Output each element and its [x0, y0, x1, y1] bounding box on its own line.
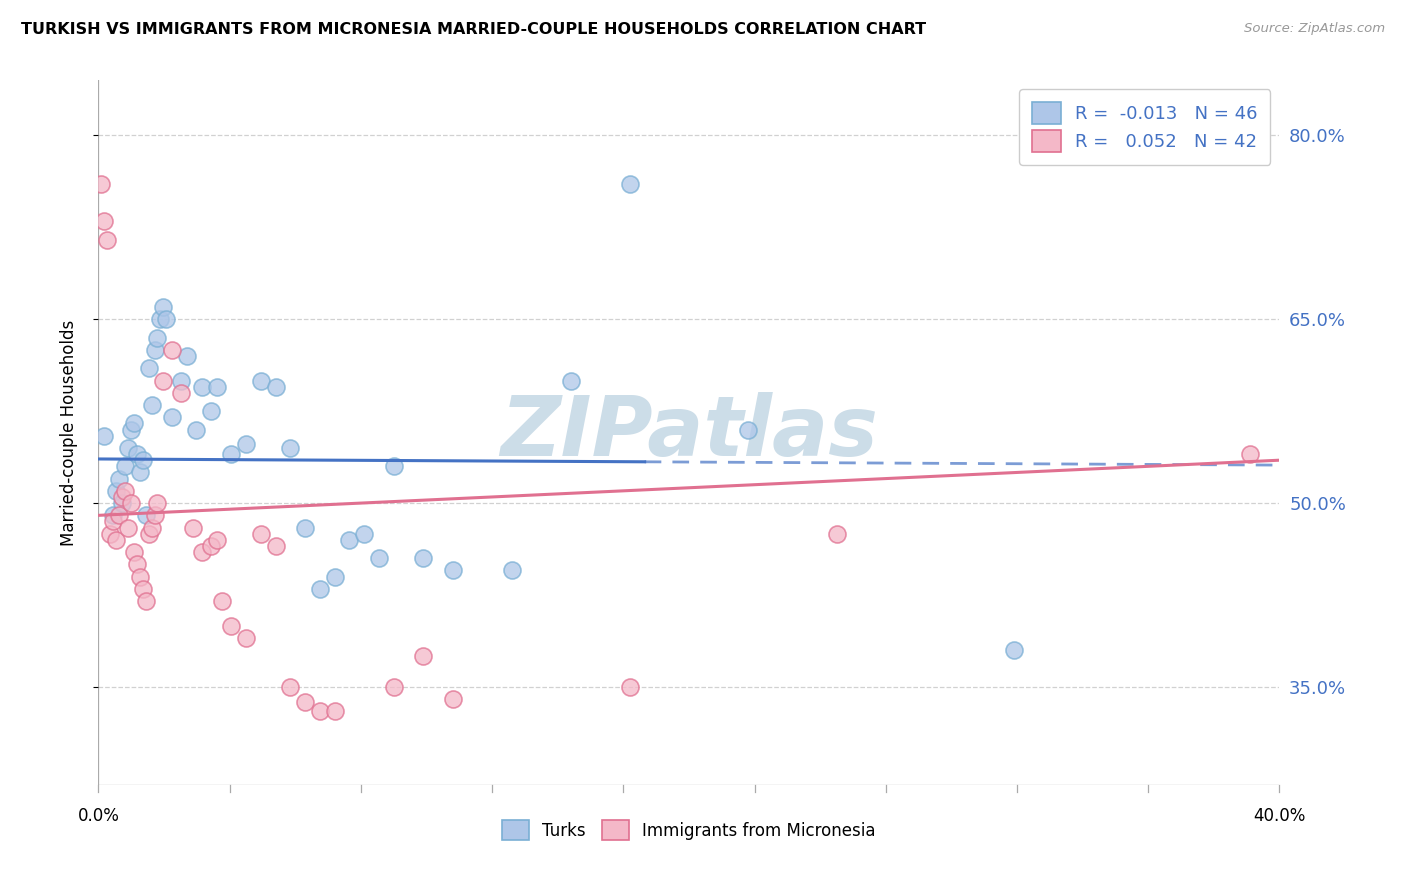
- Point: [200, 539, 222, 553]
- Point: [146, 496, 169, 510]
- Point: [98, 526, 121, 541]
- Point: [339, 533, 361, 547]
- Point: [93, 214, 115, 228]
- Point: [294, 520, 316, 534]
- Point: [132, 453, 155, 467]
- Point: [221, 618, 243, 632]
- Point: [737, 423, 759, 437]
- Point: [235, 437, 257, 451]
- Point: [412, 649, 434, 664]
- Point: [128, 569, 150, 583]
- Point: [368, 551, 391, 566]
- Point: [93, 428, 115, 442]
- Point: [560, 374, 582, 388]
- Point: [205, 379, 228, 393]
- Point: [211, 594, 233, 608]
- Point: [235, 631, 257, 645]
- Text: TURKISH VS IMMIGRANTS FROM MICRONESIA MARRIED-COUPLE HOUSEHOLDS CORRELATION CHAR: TURKISH VS IMMIGRANTS FROM MICRONESIA MA…: [21, 22, 927, 37]
- Point: [619, 680, 641, 694]
- Point: [1002, 643, 1025, 657]
- Point: [382, 680, 405, 694]
- Point: [114, 483, 136, 498]
- Point: [105, 483, 128, 498]
- Legend: Turks, Immigrants from Micronesia: Turks, Immigrants from Micronesia: [495, 814, 883, 847]
- Point: [280, 441, 302, 455]
- Point: [120, 423, 142, 437]
- Point: [138, 361, 160, 376]
- Point: [125, 558, 148, 572]
- Point: [90, 178, 112, 192]
- Point: [221, 447, 243, 461]
- Point: [382, 459, 405, 474]
- Point: [122, 417, 145, 431]
- Point: [264, 379, 287, 393]
- Text: ZIPatlas: ZIPatlas: [501, 392, 877, 473]
- Point: [353, 526, 375, 541]
- Point: [184, 423, 207, 437]
- Point: [280, 680, 302, 694]
- Point: [143, 508, 166, 523]
- Point: [170, 374, 193, 388]
- Point: [264, 539, 287, 553]
- Point: [1239, 447, 1261, 461]
- Point: [200, 404, 222, 418]
- Point: [825, 526, 848, 541]
- Point: [128, 466, 150, 480]
- Point: [108, 472, 131, 486]
- Text: 0.0%: 0.0%: [77, 807, 120, 825]
- Point: [141, 398, 163, 412]
- Point: [111, 490, 134, 504]
- Point: [122, 545, 145, 559]
- Point: [309, 705, 332, 719]
- Point: [412, 551, 434, 566]
- Point: [250, 526, 273, 541]
- Point: [162, 410, 183, 425]
- Point: [191, 379, 214, 393]
- Point: [441, 692, 464, 706]
- Text: 40.0%: 40.0%: [1253, 807, 1306, 825]
- Point: [170, 385, 193, 400]
- Point: [323, 569, 346, 583]
- Point: [294, 695, 316, 709]
- Point: [108, 508, 131, 523]
- Point: [114, 459, 136, 474]
- Point: [103, 515, 125, 529]
- Point: [96, 233, 118, 247]
- Point: [135, 508, 157, 523]
- Point: [309, 582, 332, 596]
- Point: [135, 594, 157, 608]
- Point: [138, 526, 160, 541]
- Point: [105, 533, 128, 547]
- Point: [141, 520, 163, 534]
- Point: [441, 564, 464, 578]
- Point: [191, 545, 214, 559]
- Point: [619, 178, 641, 192]
- Text: Source: ZipAtlas.com: Source: ZipAtlas.com: [1244, 22, 1385, 36]
- Point: [132, 582, 155, 596]
- Point: [111, 496, 134, 510]
- Point: [176, 349, 198, 363]
- Point: [152, 374, 174, 388]
- Point: [117, 520, 139, 534]
- Point: [120, 496, 142, 510]
- Point: [323, 705, 346, 719]
- Point: [103, 508, 125, 523]
- Point: [250, 374, 273, 388]
- Point: [149, 312, 172, 326]
- Point: [162, 343, 183, 357]
- Point: [205, 533, 228, 547]
- Point: [501, 564, 523, 578]
- Point: [125, 447, 148, 461]
- Point: [146, 331, 169, 345]
- Point: [181, 520, 204, 534]
- Point: [152, 300, 174, 314]
- Point: [143, 343, 166, 357]
- Point: [155, 312, 177, 326]
- Y-axis label: Married-couple Households: Married-couple Households: [59, 319, 77, 546]
- Point: [117, 441, 139, 455]
